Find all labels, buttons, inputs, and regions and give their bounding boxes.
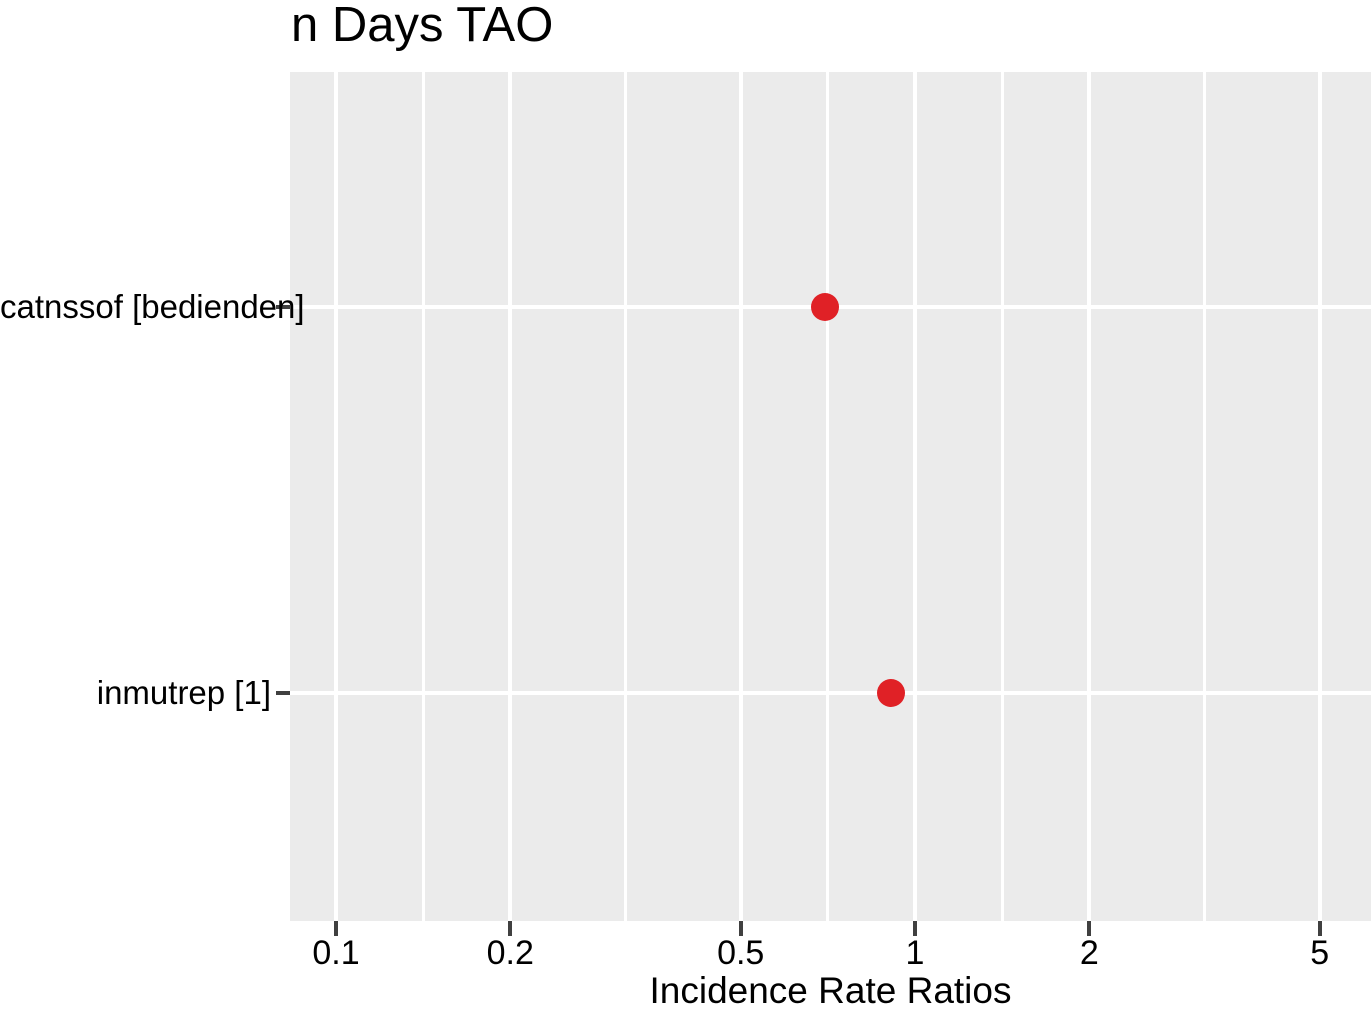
x-axis-tick-label: 5 (1310, 934, 1330, 972)
x-axis-tick (508, 921, 513, 936)
x-axis-tick (334, 921, 338, 936)
minor-gridline (421, 72, 425, 921)
x-axis-tick (913, 921, 917, 936)
major-gridline (334, 72, 338, 921)
major-gridline (1087, 72, 1092, 921)
major-gridline (1317, 72, 1322, 921)
y-axis-label: catnssof [bedienden] (0, 288, 305, 326)
x-axis-title: Incidence Rate Ratios (649, 970, 1012, 1009)
data-point (877, 678, 906, 707)
x-axis-tick (1087, 921, 1092, 936)
major-gridline (738, 72, 743, 921)
plot-title: n Days TAO (291, 0, 554, 52)
y-axis-tick (276, 690, 290, 695)
minor-gridline (1000, 72, 1004, 921)
x-axis-tick-label: 0.2 (486, 934, 534, 972)
minor-gridline (1203, 72, 1206, 921)
x-axis-tick-label: 0.1 (312, 934, 360, 972)
plot-panel (290, 72, 1371, 921)
data-point (811, 293, 840, 322)
row-gridline (290, 690, 1371, 695)
x-axis-tick-label: 2 (1079, 934, 1099, 972)
x-axis-tick (738, 921, 743, 936)
y-axis-label: inmutrep [1] (96, 673, 271, 711)
minor-gridline (826, 72, 830, 921)
minor-gridline (623, 72, 627, 921)
x-axis-tick-label: 0.5 (717, 934, 765, 972)
y-axis-tick (276, 305, 290, 310)
major-gridline (913, 72, 917, 921)
x-axis-tick-label: 1 (905, 934, 925, 972)
major-gridline (508, 72, 513, 921)
x-axis-tick (1317, 921, 1322, 936)
